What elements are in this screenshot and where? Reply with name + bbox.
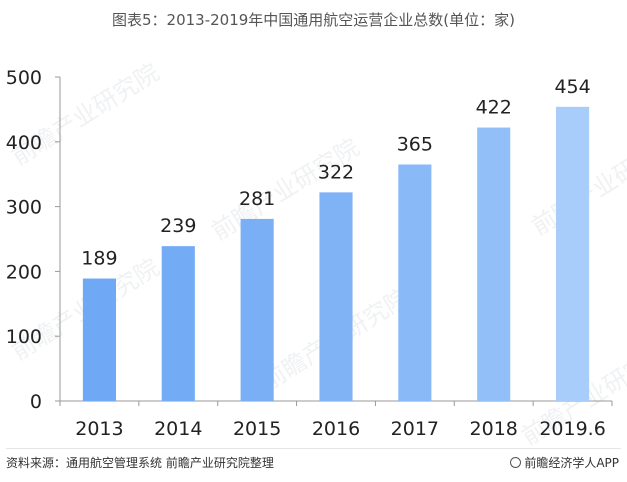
bar	[82, 278, 116, 401]
data-label: 281	[239, 188, 275, 210]
data-label: 454	[554, 76, 590, 98]
bar	[556, 106, 590, 402]
bar	[161, 246, 195, 401]
y-tick-label: 100	[6, 326, 42, 348]
x-tick-label: 2014	[154, 418, 202, 440]
x-tick-label: 2017	[391, 418, 439, 440]
chart-title: 图表5：2013-2019年中国通用航空运营企业总数(单位：家)	[111, 11, 515, 29]
x-tick-label: 2016	[312, 418, 360, 440]
data-label: 365	[397, 133, 433, 155]
brand-label: 前瞻经济学人APP	[524, 456, 619, 470]
data-label: 239	[160, 215, 196, 237]
y-tick-label: 300	[6, 197, 42, 219]
bar-chart: 0 100 200 300 400 500 189 2013 239 2014 281 2015 322…	[6, 67, 613, 440]
data-label: 322	[318, 161, 354, 183]
data-label: 422	[476, 97, 512, 119]
x-tick-label: 2015	[233, 418, 281, 440]
footer-divider	[6, 448, 621, 449]
y-tick-label: 500	[6, 67, 42, 89]
bar	[398, 164, 432, 401]
data-label: 189	[81, 248, 117, 270]
y-tick-label: 200	[6, 261, 42, 283]
source-note: 资料来源：通用航空管理系统 前瞻产业研究院整理	[6, 456, 274, 470]
brand-credit: 前瞻经济学人APP	[510, 454, 619, 471]
x-tick-label: 2013	[75, 418, 123, 440]
x-tick-label: 2019.6	[539, 418, 605, 440]
x-tick-label: 2018	[470, 418, 518, 440]
y-tick-label: 0	[30, 391, 42, 413]
bar	[477, 127, 511, 401]
brand-logo-icon	[510, 457, 522, 468]
bar	[319, 192, 353, 401]
footer: 资料来源：通用航空管理系统 前瞻产业研究院整理 前瞻经济学人APP	[0, 448, 627, 482]
y-tick-label: 400	[6, 132, 42, 154]
bar	[240, 218, 274, 401]
